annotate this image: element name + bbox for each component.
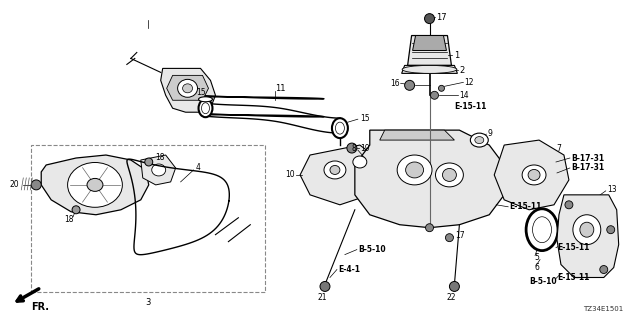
Text: B-5-10: B-5-10: [358, 245, 385, 254]
Ellipse shape: [406, 162, 424, 178]
Text: B-17-31: B-17-31: [571, 154, 604, 163]
Ellipse shape: [442, 168, 456, 181]
Text: 12: 12: [465, 78, 474, 87]
Ellipse shape: [324, 161, 346, 179]
Ellipse shape: [528, 170, 540, 180]
Ellipse shape: [435, 163, 463, 187]
Ellipse shape: [198, 97, 212, 102]
Text: TZ34E1501: TZ34E1501: [584, 306, 623, 312]
Ellipse shape: [470, 133, 488, 147]
Text: 6: 6: [534, 263, 539, 272]
Text: E-4-1: E-4-1: [338, 265, 360, 274]
Polygon shape: [408, 36, 451, 65]
Circle shape: [426, 224, 433, 232]
Text: 10: 10: [285, 171, 295, 180]
Ellipse shape: [522, 165, 546, 185]
Ellipse shape: [68, 163, 122, 207]
Ellipse shape: [573, 215, 601, 244]
Ellipse shape: [353, 156, 367, 168]
Polygon shape: [413, 36, 447, 51]
Circle shape: [404, 80, 415, 90]
Ellipse shape: [335, 122, 344, 134]
Text: 18: 18: [155, 153, 164, 162]
Text: 14: 14: [460, 91, 469, 100]
Text: 3: 3: [145, 298, 150, 307]
Circle shape: [347, 143, 357, 153]
Polygon shape: [300, 145, 380, 205]
Text: 20: 20: [10, 180, 19, 189]
Text: 1: 1: [454, 51, 460, 60]
Text: 8: 8: [352, 144, 356, 153]
Text: E-15-11: E-15-11: [557, 243, 589, 252]
Ellipse shape: [182, 84, 193, 93]
Polygon shape: [41, 155, 148, 215]
Text: 18: 18: [65, 215, 74, 224]
Circle shape: [31, 180, 41, 190]
Circle shape: [438, 85, 444, 91]
Ellipse shape: [332, 118, 348, 138]
Text: 9: 9: [487, 129, 492, 138]
Circle shape: [607, 226, 614, 234]
Circle shape: [431, 91, 438, 99]
Text: B-5-10: B-5-10: [529, 277, 557, 286]
Ellipse shape: [397, 155, 432, 185]
Text: 17: 17: [436, 13, 447, 22]
Text: 2: 2: [460, 66, 465, 75]
Text: E-15-11: E-15-11: [454, 102, 487, 111]
Ellipse shape: [152, 164, 166, 176]
Circle shape: [565, 201, 573, 209]
Ellipse shape: [532, 217, 552, 243]
Polygon shape: [557, 195, 619, 277]
Polygon shape: [166, 76, 209, 100]
Text: E-15-11: E-15-11: [509, 202, 541, 211]
Ellipse shape: [475, 137, 484, 144]
Ellipse shape: [178, 79, 198, 97]
Polygon shape: [494, 140, 569, 210]
Text: 7: 7: [556, 144, 561, 153]
Text: B-17-31: B-17-31: [571, 164, 604, 172]
Circle shape: [445, 234, 453, 242]
Text: 16: 16: [390, 79, 399, 88]
Text: E-15-11: E-15-11: [557, 273, 589, 282]
Text: 15: 15: [360, 114, 369, 123]
Text: 13: 13: [607, 185, 616, 194]
Ellipse shape: [202, 103, 209, 114]
Text: 4: 4: [196, 164, 200, 172]
Circle shape: [145, 158, 153, 166]
Text: 17: 17: [456, 231, 465, 240]
Ellipse shape: [87, 179, 103, 191]
Circle shape: [600, 266, 608, 274]
Ellipse shape: [580, 222, 594, 237]
Circle shape: [449, 282, 460, 292]
Circle shape: [424, 14, 435, 24]
Text: 19: 19: [360, 144, 369, 153]
Polygon shape: [355, 130, 504, 228]
Ellipse shape: [198, 99, 212, 117]
Text: FR.: FR.: [31, 302, 49, 312]
Text: 5: 5: [534, 253, 539, 262]
Polygon shape: [141, 155, 175, 185]
Text: 21: 21: [317, 293, 327, 302]
Polygon shape: [161, 68, 216, 112]
Polygon shape: [402, 65, 458, 73]
Ellipse shape: [330, 165, 340, 174]
Circle shape: [72, 206, 80, 214]
Ellipse shape: [402, 65, 457, 73]
Circle shape: [320, 282, 330, 292]
Bar: [31, 145, 265, 292]
Text: 15: 15: [196, 88, 205, 97]
Text: 11: 11: [275, 84, 285, 93]
Polygon shape: [380, 130, 454, 140]
Text: 22: 22: [447, 293, 456, 302]
Ellipse shape: [526, 209, 558, 251]
